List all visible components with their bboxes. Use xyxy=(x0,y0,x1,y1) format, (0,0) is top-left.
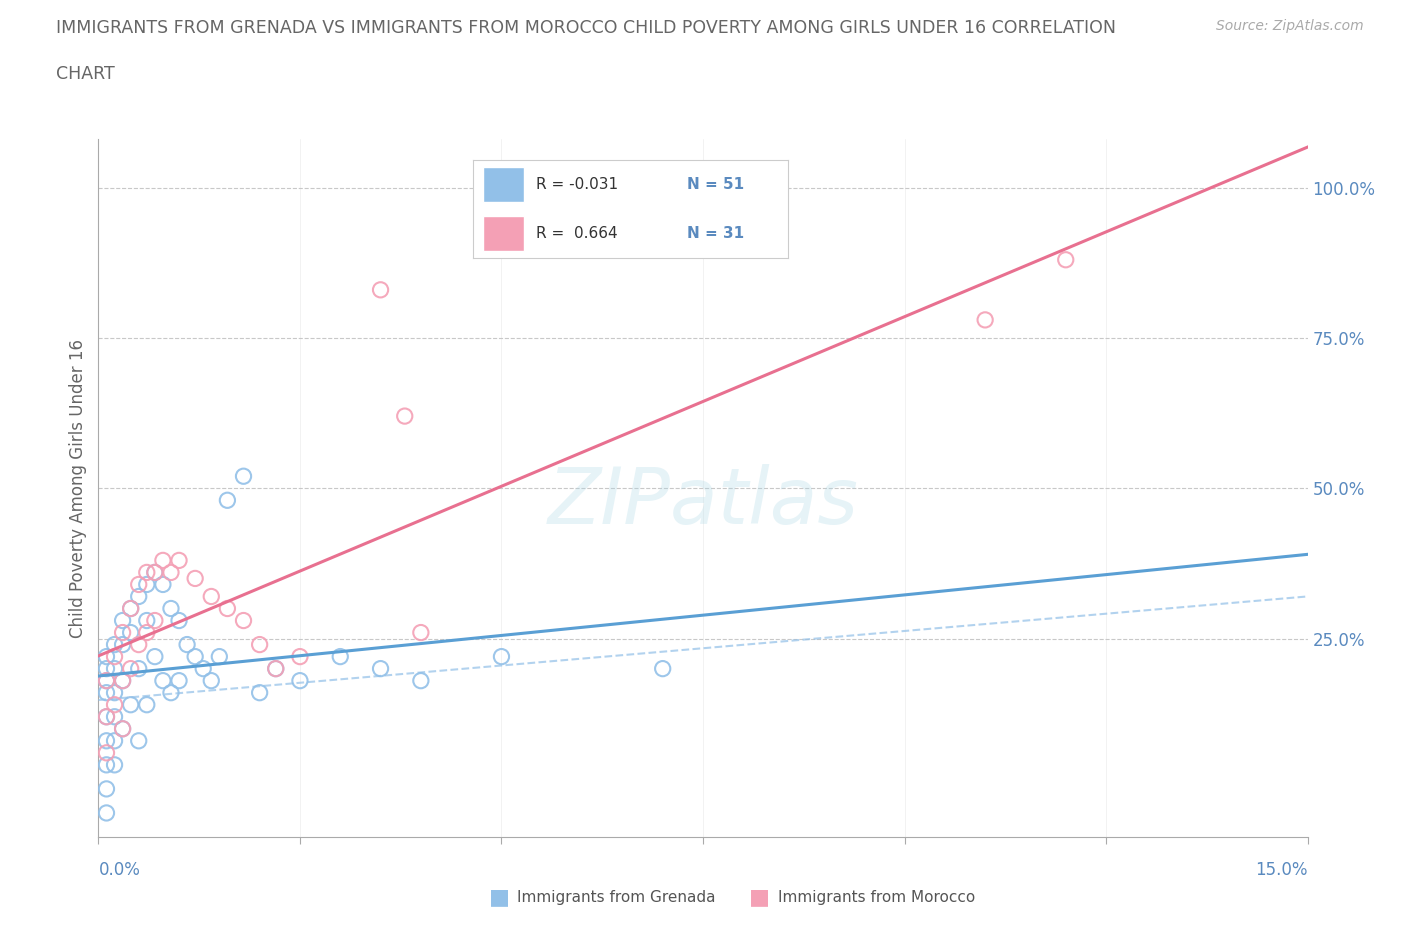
Point xyxy=(96,685,118,700)
Point xyxy=(128,734,150,749)
Point xyxy=(111,673,134,688)
Point xyxy=(167,553,190,568)
Point xyxy=(135,625,157,640)
Point xyxy=(152,553,174,568)
Point xyxy=(370,661,392,676)
Point xyxy=(111,673,134,688)
Point xyxy=(120,698,142,712)
Point xyxy=(103,637,125,652)
Point xyxy=(167,673,190,688)
Point xyxy=(135,698,157,712)
Point xyxy=(135,613,157,628)
Point xyxy=(143,565,166,580)
Point xyxy=(135,577,157,591)
Point xyxy=(1054,252,1077,267)
Point xyxy=(409,673,432,688)
Point xyxy=(96,745,118,760)
Point xyxy=(135,565,157,580)
Point xyxy=(491,649,513,664)
Point xyxy=(249,637,271,652)
Point xyxy=(96,757,118,772)
Point xyxy=(103,698,125,712)
Point xyxy=(160,601,183,616)
Y-axis label: Child Poverty Among Girls Under 16: Child Poverty Among Girls Under 16 xyxy=(69,339,87,638)
Point xyxy=(184,571,207,586)
Point xyxy=(160,565,183,580)
Point xyxy=(288,673,311,688)
Point xyxy=(111,625,134,640)
Point xyxy=(120,661,142,676)
Point xyxy=(394,408,416,423)
Point xyxy=(96,673,118,688)
Point xyxy=(152,577,174,591)
Text: ■: ■ xyxy=(489,887,509,908)
Point xyxy=(167,613,190,628)
Point xyxy=(208,649,231,664)
Point xyxy=(217,601,239,616)
Point xyxy=(128,661,150,676)
Point xyxy=(111,722,134,737)
Point xyxy=(184,649,207,664)
Point xyxy=(329,649,352,664)
Text: CHART: CHART xyxy=(56,65,115,83)
Point xyxy=(103,649,125,664)
Point xyxy=(111,613,134,628)
Point xyxy=(232,613,254,628)
Point xyxy=(217,493,239,508)
Point xyxy=(193,661,215,676)
Point xyxy=(264,661,287,676)
Point xyxy=(96,734,118,749)
Point xyxy=(96,710,118,724)
Text: ZIPatlas: ZIPatlas xyxy=(547,464,859,540)
Point xyxy=(160,685,183,700)
Text: Immigrants from Morocco: Immigrants from Morocco xyxy=(778,890,974,905)
Point xyxy=(103,757,125,772)
Point xyxy=(143,565,166,580)
Point xyxy=(103,685,125,700)
Point xyxy=(370,283,392,298)
Point xyxy=(111,637,134,652)
Point xyxy=(111,722,134,737)
Point xyxy=(128,637,150,652)
Point xyxy=(176,637,198,652)
Point xyxy=(409,625,432,640)
Point xyxy=(120,601,142,616)
Text: Immigrants from Grenada: Immigrants from Grenada xyxy=(517,890,716,905)
Point xyxy=(288,649,311,664)
Point xyxy=(974,312,997,327)
Text: Source: ZipAtlas.com: Source: ZipAtlas.com xyxy=(1216,19,1364,33)
Point xyxy=(651,661,673,676)
Point xyxy=(152,673,174,688)
Point xyxy=(143,613,166,628)
Point xyxy=(96,781,118,796)
Point xyxy=(96,673,118,688)
Point xyxy=(120,601,142,616)
Point xyxy=(264,661,287,676)
Text: IMMIGRANTS FROM GRENADA VS IMMIGRANTS FROM MOROCCO CHILD POVERTY AMONG GIRLS UND: IMMIGRANTS FROM GRENADA VS IMMIGRANTS FR… xyxy=(56,19,1116,36)
Point xyxy=(96,649,118,664)
Point xyxy=(96,710,118,724)
Point xyxy=(120,625,142,640)
Text: 0.0%: 0.0% xyxy=(98,861,141,879)
Point xyxy=(103,710,125,724)
Point xyxy=(96,805,118,820)
Point xyxy=(96,661,118,676)
Point xyxy=(128,577,150,591)
Point xyxy=(143,649,166,664)
Point xyxy=(249,685,271,700)
Point xyxy=(128,589,150,604)
Point xyxy=(103,734,125,749)
Point xyxy=(232,469,254,484)
Point xyxy=(200,673,222,688)
Point xyxy=(103,661,125,676)
Text: ■: ■ xyxy=(749,887,769,908)
Point xyxy=(200,589,222,604)
Text: 15.0%: 15.0% xyxy=(1256,861,1308,879)
